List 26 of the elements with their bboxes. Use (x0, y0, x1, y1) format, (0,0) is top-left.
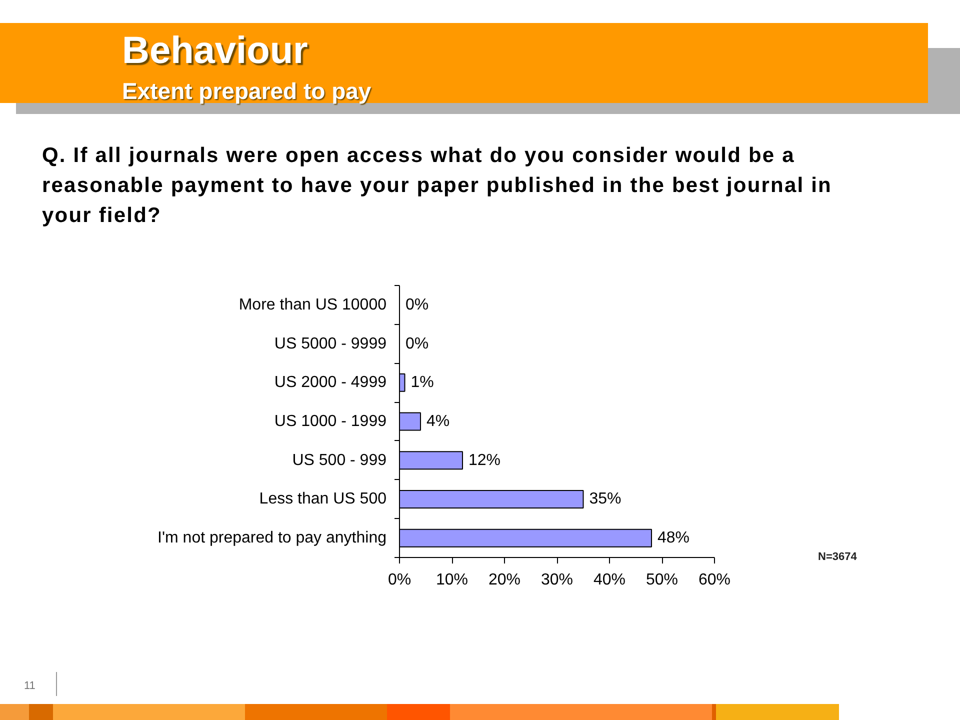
y-tick-label: More than US 10000 (238, 296, 387, 314)
text: 11 (24, 680, 36, 693)
data-label: 12% (468, 452, 501, 469)
y-tick-label: US 5000 - 9999 (274, 335, 387, 352)
data-label: 35% (589, 490, 622, 508)
y-tick-label: I'm not prepared to pay anything (158, 530, 387, 547)
data-label: 1% (410, 374, 434, 392)
chart-subtitle: Extent prepared to pay (122, 78, 372, 105)
y-tick-label: US 500 - 999 (292, 452, 387, 469)
data-label: 0% (406, 335, 429, 352)
x-tick-label: 60% (698, 572, 731, 588)
data-label: 48% (658, 530, 690, 547)
y-tick-label: US 2000 - 4999 (274, 374, 387, 392)
x-tick-label: 20% (488, 572, 521, 588)
x-tick-label: 0% (388, 572, 412, 588)
x-tick-label: 50% (646, 572, 678, 588)
chart-title: Behaviour (122, 29, 308, 73)
text: N=3674 (818, 551, 857, 564)
x-tick-label: 30% (540, 572, 574, 588)
y-tick-label: US 1000 - 1999 (274, 413, 387, 430)
text: Q. If all journals were open access what do you consider would be a reasonable payment to have your paper published in the best journal in your field? (42, 143, 833, 229)
data-label: 4% (426, 413, 450, 430)
x-tick-label: 40% (593, 572, 626, 588)
y-tick-label: Less than US 500 (259, 490, 387, 508)
x-tick-label: 10% (436, 572, 468, 588)
data-label: 0% (406, 296, 429, 314)
